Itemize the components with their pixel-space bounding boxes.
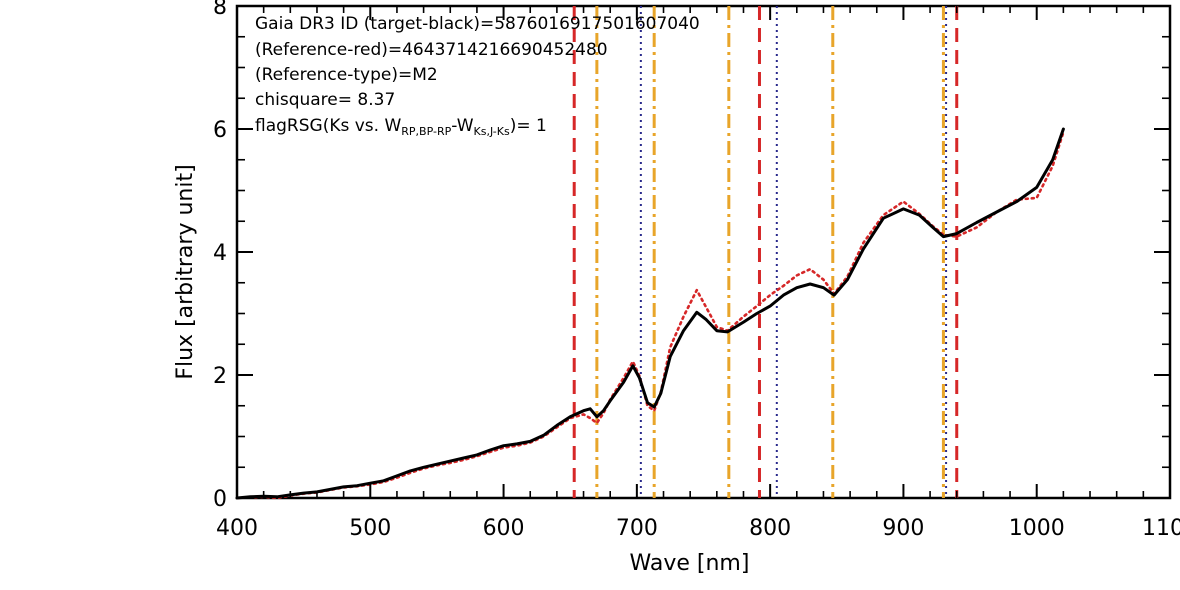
annotation-block: Gaia DR3 ID (target-black)=5876016917501… <box>255 14 700 138</box>
x-axis-label: Wave [nm] <box>630 551 750 576</box>
series-line-red <box>235 130 1065 500</box>
y-tick-label: 4 <box>213 241 227 266</box>
x-tick-label: 800 <box>749 516 791 541</box>
x-tick-label: 400 <box>216 516 258 541</box>
flag-prefix: flagRSG(Ks vs. W <box>255 116 401 136</box>
y-tick-label: 0 <box>213 487 227 512</box>
flag-sub1: RP,BP-RP <box>401 125 451 138</box>
series-line-black <box>235 127 1065 500</box>
x-tick-label: 600 <box>483 516 525 541</box>
x-tick-label: 900 <box>882 516 924 541</box>
flag-sub2: Ks,J-Ks <box>474 125 510 138</box>
annotation-flag-rsg: flagRSG(Ks vs. WRP,BP-RP-WKs,J-Ks)= 1 <box>255 116 547 138</box>
y-axis-label: Flux [arbitrary unit] <box>173 164 198 379</box>
y-tick-label: 6 <box>213 118 227 143</box>
annotation-gaia-id: Gaia DR3 ID (target-black)=5876016917501… <box>255 14 700 34</box>
marker-lines <box>572 6 959 498</box>
flag-suffix: )= 1 <box>510 116 547 136</box>
y-tick-label: 8 <box>213 0 227 20</box>
x-tick-label: 1000 <box>1009 516 1065 541</box>
x-tick-label: 500 <box>349 516 391 541</box>
x-tick-label: 700 <box>616 516 658 541</box>
annotation-reference-id: (Reference-red)=4643714216690452480 <box>255 40 608 60</box>
y-tick-label: 2 <box>213 364 227 389</box>
series-lines <box>235 127 1065 500</box>
flag-mid: -W <box>451 116 473 136</box>
annotation-chisquare: chisquare= 8.37 <box>255 90 395 110</box>
annotation-reference-type: (Reference-type)=M2 <box>255 65 438 85</box>
